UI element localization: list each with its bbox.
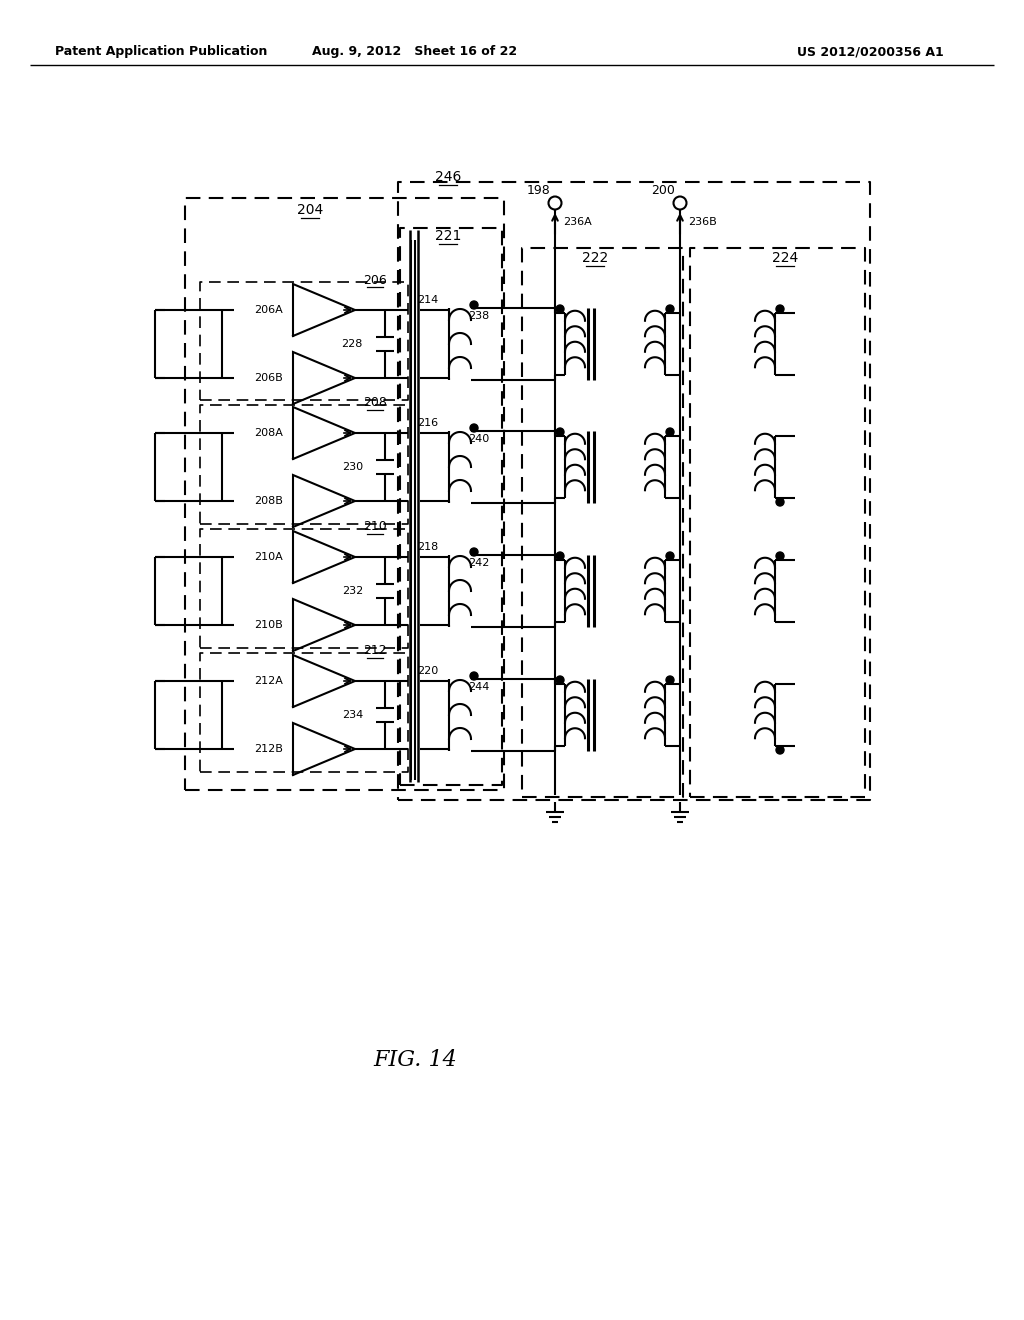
Text: 210A: 210A (254, 552, 283, 562)
Circle shape (666, 428, 674, 436)
Circle shape (556, 552, 564, 560)
Text: 208A: 208A (254, 428, 283, 438)
Text: 198: 198 (526, 185, 550, 198)
Text: 216: 216 (417, 418, 438, 428)
Circle shape (666, 676, 674, 684)
Text: 218: 218 (417, 543, 438, 552)
Text: 214: 214 (417, 294, 438, 305)
Text: 221: 221 (435, 228, 461, 243)
Text: 234: 234 (342, 710, 362, 719)
Text: 246: 246 (435, 170, 461, 183)
Text: 228: 228 (342, 339, 362, 348)
Text: 244: 244 (468, 682, 489, 692)
Text: 220: 220 (417, 667, 438, 676)
Text: 208: 208 (364, 396, 387, 409)
Text: Patent Application Publication: Patent Application Publication (55, 45, 267, 58)
Text: 210B: 210B (254, 620, 283, 630)
Text: 206: 206 (364, 273, 387, 286)
Text: 208B: 208B (254, 496, 283, 506)
Text: 206B: 206B (254, 374, 283, 383)
Text: 240: 240 (468, 434, 489, 444)
Text: 206A: 206A (254, 305, 283, 315)
Text: 224: 224 (772, 251, 798, 265)
Text: 230: 230 (342, 462, 362, 473)
Text: 210: 210 (364, 520, 387, 533)
Circle shape (470, 548, 478, 556)
Text: 212: 212 (364, 644, 387, 657)
Circle shape (666, 552, 674, 560)
Text: 232: 232 (342, 586, 362, 597)
Circle shape (776, 498, 784, 506)
Text: 200: 200 (651, 185, 675, 198)
Text: 222: 222 (582, 251, 608, 265)
Circle shape (776, 552, 784, 560)
Circle shape (470, 672, 478, 680)
Circle shape (776, 746, 784, 754)
Circle shape (776, 305, 784, 313)
Circle shape (556, 676, 564, 684)
Text: Aug. 9, 2012   Sheet 16 of 22: Aug. 9, 2012 Sheet 16 of 22 (312, 45, 517, 58)
Circle shape (556, 428, 564, 436)
Text: 238: 238 (468, 312, 489, 321)
Circle shape (556, 305, 564, 313)
Text: 236A: 236A (563, 216, 592, 227)
Text: US 2012/0200356 A1: US 2012/0200356 A1 (797, 45, 943, 58)
Text: FIG. 14: FIG. 14 (373, 1049, 457, 1071)
Circle shape (470, 424, 478, 432)
Text: 204: 204 (297, 203, 324, 216)
Circle shape (470, 301, 478, 309)
Text: 236B: 236B (688, 216, 717, 227)
Text: 212B: 212B (254, 744, 283, 754)
Circle shape (666, 305, 674, 313)
Text: 212A: 212A (254, 676, 283, 686)
Text: 242: 242 (468, 558, 489, 568)
